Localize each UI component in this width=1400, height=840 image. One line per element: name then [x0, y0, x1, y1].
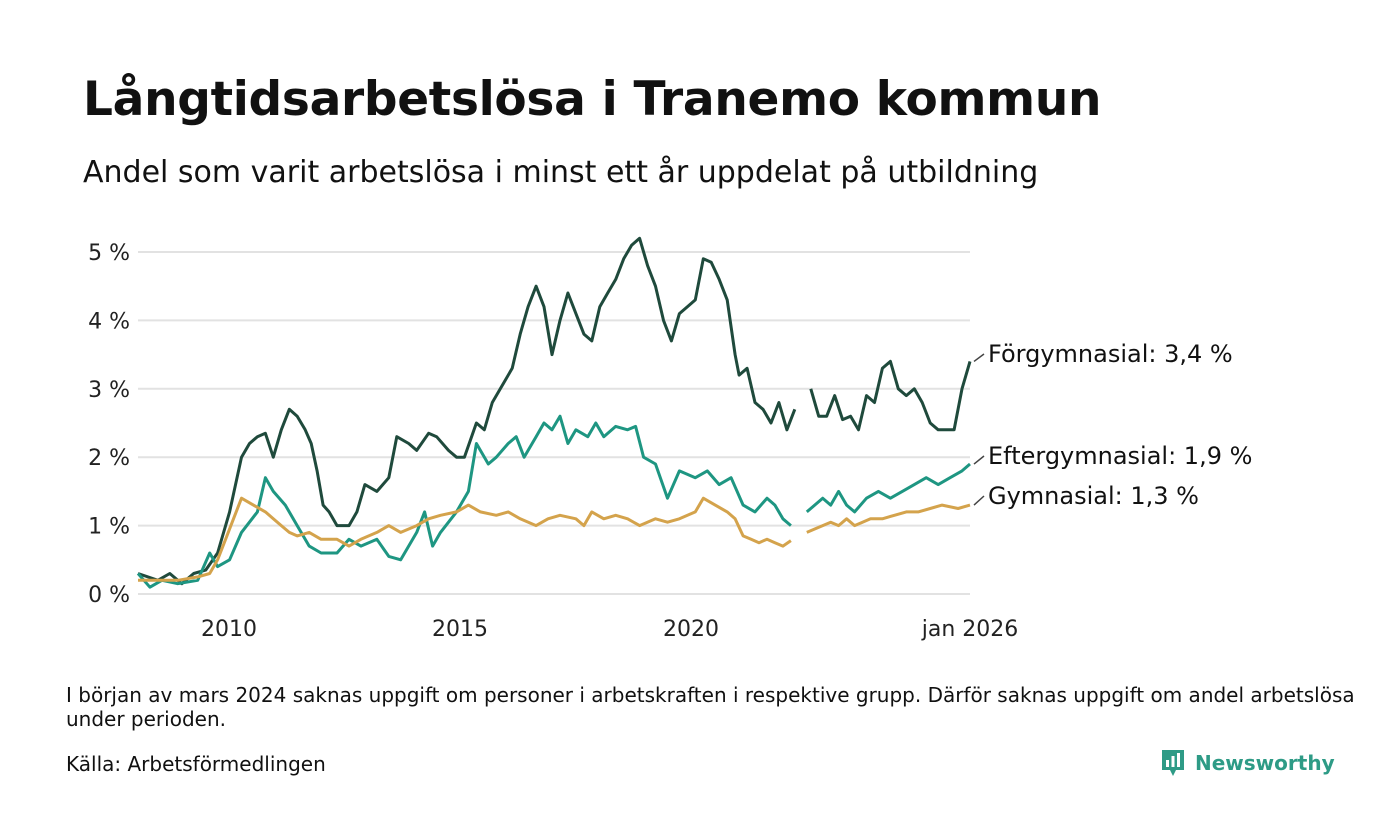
chart-subtitle: Andel som varit arbetslösa i minst ett å…: [83, 155, 1039, 190]
source-text: Källa: Arbetsförmedlingen: [66, 752, 326, 776]
x-tick-label: jan 2026: [921, 617, 1019, 642]
y-tick-label: 4 %: [88, 309, 130, 334]
x-tick-label: 2020: [663, 617, 719, 642]
y-tick-label: 1 %: [88, 515, 130, 540]
gridlines: [138, 251, 970, 595]
footnote: I början av mars 2024 saknas uppgift om …: [66, 683, 1355, 731]
label-leader: [973, 455, 985, 465]
y-tick-label: 5 %: [88, 241, 130, 266]
series-line-förgymnasial: [809, 359, 972, 432]
y-axis-ticks: 0 % 1 % 2 % 3 % 4 % 5 %: [88, 241, 130, 608]
brand-logo[interactable]: Newsworthy: [1160, 748, 1335, 778]
series-line-gymnasial: [138, 496, 792, 582]
x-tick-label: 2015: [432, 617, 488, 642]
series-label-gymnasial: Gymnasial: 1,3 %: [988, 482, 1199, 510]
x-axis-ticks: 2010 2015 2020 jan 2026: [201, 617, 1018, 642]
label-leader: [973, 495, 985, 506]
line-chart: 0 %1 %2 %3 %4 %5 % 2010 2015 2020 jan 2026 …: [88, 236, 1252, 642]
series-label-förgymnasial: Förgymnasial: 3,4 %: [988, 340, 1233, 368]
x-tick-label: 2010: [201, 617, 257, 642]
series-line-eftergymnasial: [136, 414, 792, 589]
series-labels: Förgymnasial: 3,4 % Eftergymnasial: 1,9 %…: [973, 340, 1252, 510]
series-label-eftergymnasial: Eftergymnasial: 1,9 %: [988, 442, 1252, 470]
series-lines: [136, 236, 972, 589]
y-tick-label: 2 %: [88, 446, 130, 471]
series-line-gymnasial: [806, 503, 971, 534]
y-tick-label: 3 %: [88, 378, 130, 403]
label-leader: [973, 353, 985, 363]
y-tick-label: 0 %: [88, 583, 130, 608]
newsworthy-logo-icon: [1162, 750, 1184, 776]
series-line-eftergymnasial: [805, 462, 971, 514]
series-line-förgymnasial: [137, 236, 797, 586]
chart-title: Långtidsarbetslösa i Tranemo kommun: [83, 72, 1102, 127]
brand-name: Newsworthy: [1195, 751, 1335, 775]
